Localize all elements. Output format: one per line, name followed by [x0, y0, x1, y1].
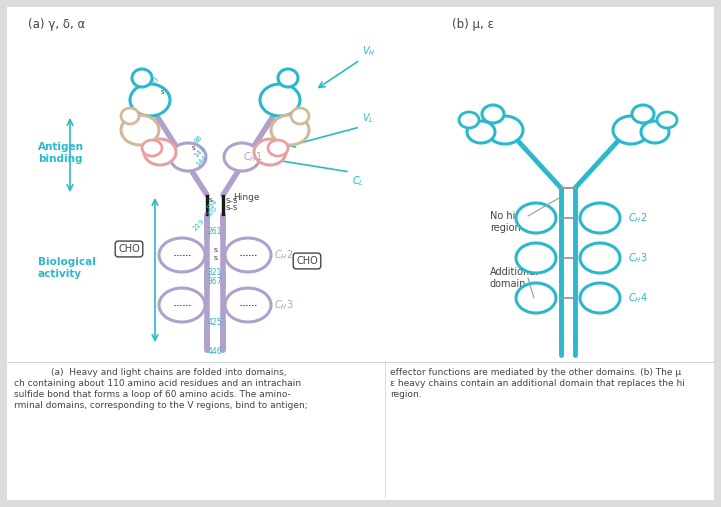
Text: 194: 194 [205, 198, 219, 212]
Ellipse shape [224, 143, 260, 171]
Text: $C_H3$: $C_H3$ [274, 298, 293, 312]
Text: Antigen
binding: Antigen binding [38, 142, 84, 164]
Text: 23: 23 [150, 75, 160, 85]
Ellipse shape [268, 140, 288, 156]
Text: S–S: S–S [226, 198, 238, 204]
Ellipse shape [516, 243, 556, 273]
Ellipse shape [254, 139, 286, 165]
Text: $C_H4$: $C_H4$ [628, 291, 647, 305]
Text: 321: 321 [208, 268, 222, 277]
Text: 261: 261 [208, 227, 222, 236]
Text: 144: 144 [194, 154, 208, 168]
Text: S: S [208, 198, 212, 202]
Text: S: S [214, 257, 218, 262]
Text: ch containing about 110 amino acid residues and an intrachain: ch containing about 110 amino acid resid… [14, 379, 301, 388]
Text: 88: 88 [193, 134, 203, 144]
Text: (a)  Heavy and light chains are folded into domains,: (a) Heavy and light chains are folded in… [28, 368, 286, 377]
Text: 446: 446 [208, 347, 222, 356]
Text: (b) μ, ε: (b) μ, ε [452, 18, 494, 31]
Text: S: S [214, 248, 218, 254]
Ellipse shape [121, 115, 159, 145]
Ellipse shape [291, 108, 309, 124]
Text: S: S [191, 147, 195, 152]
Ellipse shape [142, 140, 162, 156]
Ellipse shape [632, 105, 654, 123]
Text: 141: 141 [193, 145, 207, 159]
Ellipse shape [260, 84, 300, 116]
Ellipse shape [121, 108, 139, 124]
Text: effector functions are mediated by the other domains. (b) The μ: effector functions are mediated by the o… [390, 368, 681, 377]
Ellipse shape [132, 69, 152, 87]
Text: 367: 367 [208, 277, 222, 286]
Text: CHO: CHO [118, 244, 140, 254]
Ellipse shape [278, 69, 298, 87]
Text: region.: region. [390, 390, 422, 399]
Ellipse shape [225, 238, 271, 272]
Ellipse shape [613, 116, 649, 144]
Ellipse shape [467, 121, 495, 143]
Text: 200: 200 [205, 205, 219, 219]
Text: sulfide bond that forms a loop of 60 amino acids. The amino-: sulfide bond that forms a loop of 60 ami… [14, 390, 291, 399]
Ellipse shape [580, 243, 620, 273]
Text: $C_H1$: $C_H1$ [243, 150, 262, 164]
Ellipse shape [516, 283, 556, 313]
Ellipse shape [159, 238, 205, 272]
Ellipse shape [159, 288, 205, 322]
Text: ε heavy chains contain an additional domain that replaces the hi: ε heavy chains contain an additional dom… [390, 379, 685, 388]
Ellipse shape [130, 84, 170, 116]
Text: rminal domains, corresponding to the V regions, bind to antigen;: rminal domains, corresponding to the V r… [14, 401, 308, 410]
Ellipse shape [170, 143, 206, 171]
Text: (a) γ, δ, α: (a) γ, δ, α [28, 18, 85, 31]
Ellipse shape [459, 112, 479, 128]
Text: S: S [160, 90, 164, 94]
Text: $C_H3$: $C_H3$ [628, 251, 647, 265]
Ellipse shape [580, 283, 620, 313]
Ellipse shape [271, 115, 309, 145]
Text: 425: 425 [208, 318, 222, 327]
Ellipse shape [482, 105, 504, 123]
Text: Additional
domain: Additional domain [490, 267, 539, 289]
Ellipse shape [657, 112, 677, 128]
Ellipse shape [641, 121, 669, 143]
Ellipse shape [144, 139, 176, 165]
Text: $C_L$: $C_L$ [352, 174, 364, 188]
Text: $V_L$: $V_L$ [362, 111, 374, 125]
Ellipse shape [516, 203, 556, 233]
Text: CHO: CHO [296, 256, 318, 266]
Text: No hinge
region: No hinge region [490, 211, 534, 233]
Ellipse shape [580, 203, 620, 233]
Ellipse shape [225, 288, 271, 322]
Ellipse shape [487, 116, 523, 144]
Text: Hinge: Hinge [233, 193, 260, 202]
Text: S–S: S–S [226, 205, 238, 211]
Text: 219: 219 [193, 218, 206, 232]
Text: Biological
activity: Biological activity [38, 257, 96, 279]
Text: $C_H2$: $C_H2$ [628, 211, 647, 225]
Text: $C_H2$: $C_H2$ [274, 248, 293, 262]
Text: $V_H$: $V_H$ [362, 44, 376, 58]
